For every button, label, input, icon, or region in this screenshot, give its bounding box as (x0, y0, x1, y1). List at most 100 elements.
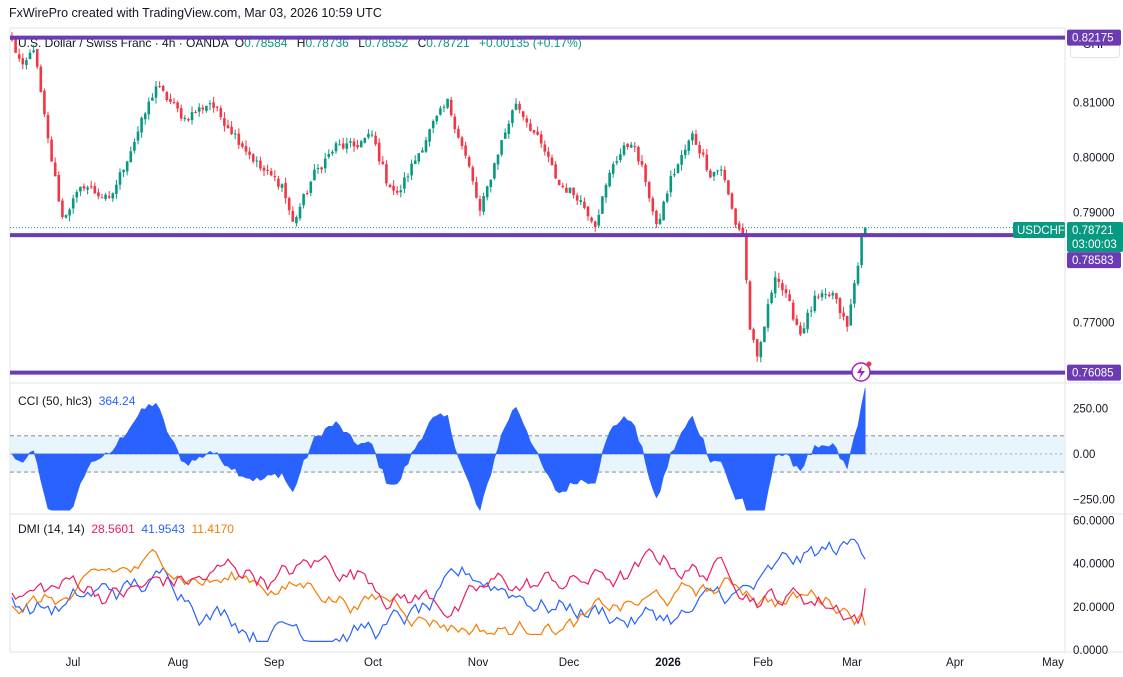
candle-body (561, 185, 565, 188)
candle-body (100, 197, 104, 199)
candle-body (111, 193, 115, 199)
candle-body (323, 158, 327, 169)
candle-body (593, 221, 597, 227)
symbol-tag-bg (1013, 222, 1065, 238)
candle-body (856, 265, 860, 284)
candle-body (201, 107, 205, 110)
candle-body (838, 298, 842, 314)
candle-body (665, 193, 669, 202)
time-tick: 2026 (655, 657, 681, 669)
candle-body (424, 140, 428, 152)
candle-body (143, 113, 147, 120)
candle-body (53, 162, 57, 177)
candle-body (575, 195, 579, 201)
candle-body (68, 209, 71, 216)
time-tick: Mar (842, 657, 862, 669)
candle-body (615, 161, 619, 163)
candle-body (377, 142, 381, 162)
candle-body (446, 98, 449, 108)
candle-body (763, 326, 766, 343)
candle-body (471, 167, 475, 182)
candle-body (557, 179, 561, 185)
candle-body (421, 150, 424, 153)
candle-body (334, 143, 338, 152)
candle-body (712, 171, 716, 177)
dmi-tick: 40.0000 (1073, 559, 1115, 571)
cci-histogram (11, 387, 866, 511)
candle-body (647, 182, 651, 199)
candle-body (32, 50, 35, 53)
last-price-tag: 0.78721 (1072, 225, 1114, 237)
candle-body (730, 193, 734, 209)
candle-body (215, 106, 219, 108)
candle-body (226, 125, 230, 129)
candle-body (853, 283, 856, 304)
candle-body (280, 184, 284, 188)
candle-body (50, 139, 53, 162)
candle-body (539, 134, 543, 144)
time-tick: Sep (264, 657, 284, 669)
candle-body (680, 154, 683, 165)
cci-tick: 0.00 (1073, 449, 1095, 461)
time-tick: Aug (168, 657, 188, 669)
open-label: O (234, 36, 245, 50)
candle-body (273, 176, 277, 178)
candle-body (719, 169, 723, 171)
support-price-tag-bg (1067, 252, 1121, 269)
dmi-tick: 0.0000 (1073, 645, 1108, 657)
candle-body (403, 177, 406, 189)
time-tick: Jul (66, 657, 81, 669)
candle-body (179, 108, 183, 119)
price-tick: 0.80000 (1073, 152, 1115, 164)
candle-body (863, 227, 867, 238)
candle-body (399, 190, 403, 193)
candle-body (197, 107, 201, 112)
time-tick: Feb (753, 657, 773, 669)
candle-body (759, 342, 763, 358)
candle-body (493, 163, 496, 179)
candle-body (392, 185, 395, 191)
price-tick: 0.79000 (1073, 207, 1115, 219)
candle-body (849, 304, 853, 326)
candle-body (536, 131, 539, 135)
candle-body (305, 193, 309, 195)
dmi-tick: 20.0000 (1073, 602, 1115, 614)
candle-body (583, 201, 586, 208)
candle-body (367, 133, 370, 138)
candle-body (547, 151, 550, 157)
candle-body (86, 187, 89, 190)
candle-body (820, 293, 824, 298)
candle-body (359, 141, 363, 148)
candle-body (431, 121, 435, 129)
dmi-minus-value: 41.9543 (141, 522, 185, 536)
candle-body (651, 198, 655, 212)
candle-body (503, 132, 507, 139)
price-tick: 0.77000 (1073, 317, 1115, 329)
candle-body (676, 164, 680, 173)
candle-body (313, 169, 316, 181)
candle-body (795, 318, 799, 325)
candle-body (262, 167, 266, 171)
dmi-plus-value: 28.5601 (91, 522, 135, 536)
candle-body (291, 210, 295, 222)
candle-body (269, 171, 273, 176)
candle-body (61, 200, 64, 217)
candle-body (521, 111, 525, 118)
candle-body (75, 192, 79, 198)
candle-body (460, 137, 464, 146)
candle-body (554, 164, 557, 179)
time-tick: Apr (946, 657, 964, 669)
resistance-price-tag: 0.82175 (1072, 33, 1114, 45)
candle-body (435, 115, 439, 122)
candle-body (125, 161, 129, 172)
candle-body (806, 312, 809, 330)
candle-body (205, 105, 208, 111)
candle-body (417, 153, 421, 162)
candle-body (633, 146, 637, 148)
resistance-price-tag-bg (1067, 29, 1121, 46)
candle-body (129, 151, 133, 162)
candle-body (71, 198, 75, 209)
candle-body (644, 164, 647, 182)
adx-line (11, 549, 866, 636)
